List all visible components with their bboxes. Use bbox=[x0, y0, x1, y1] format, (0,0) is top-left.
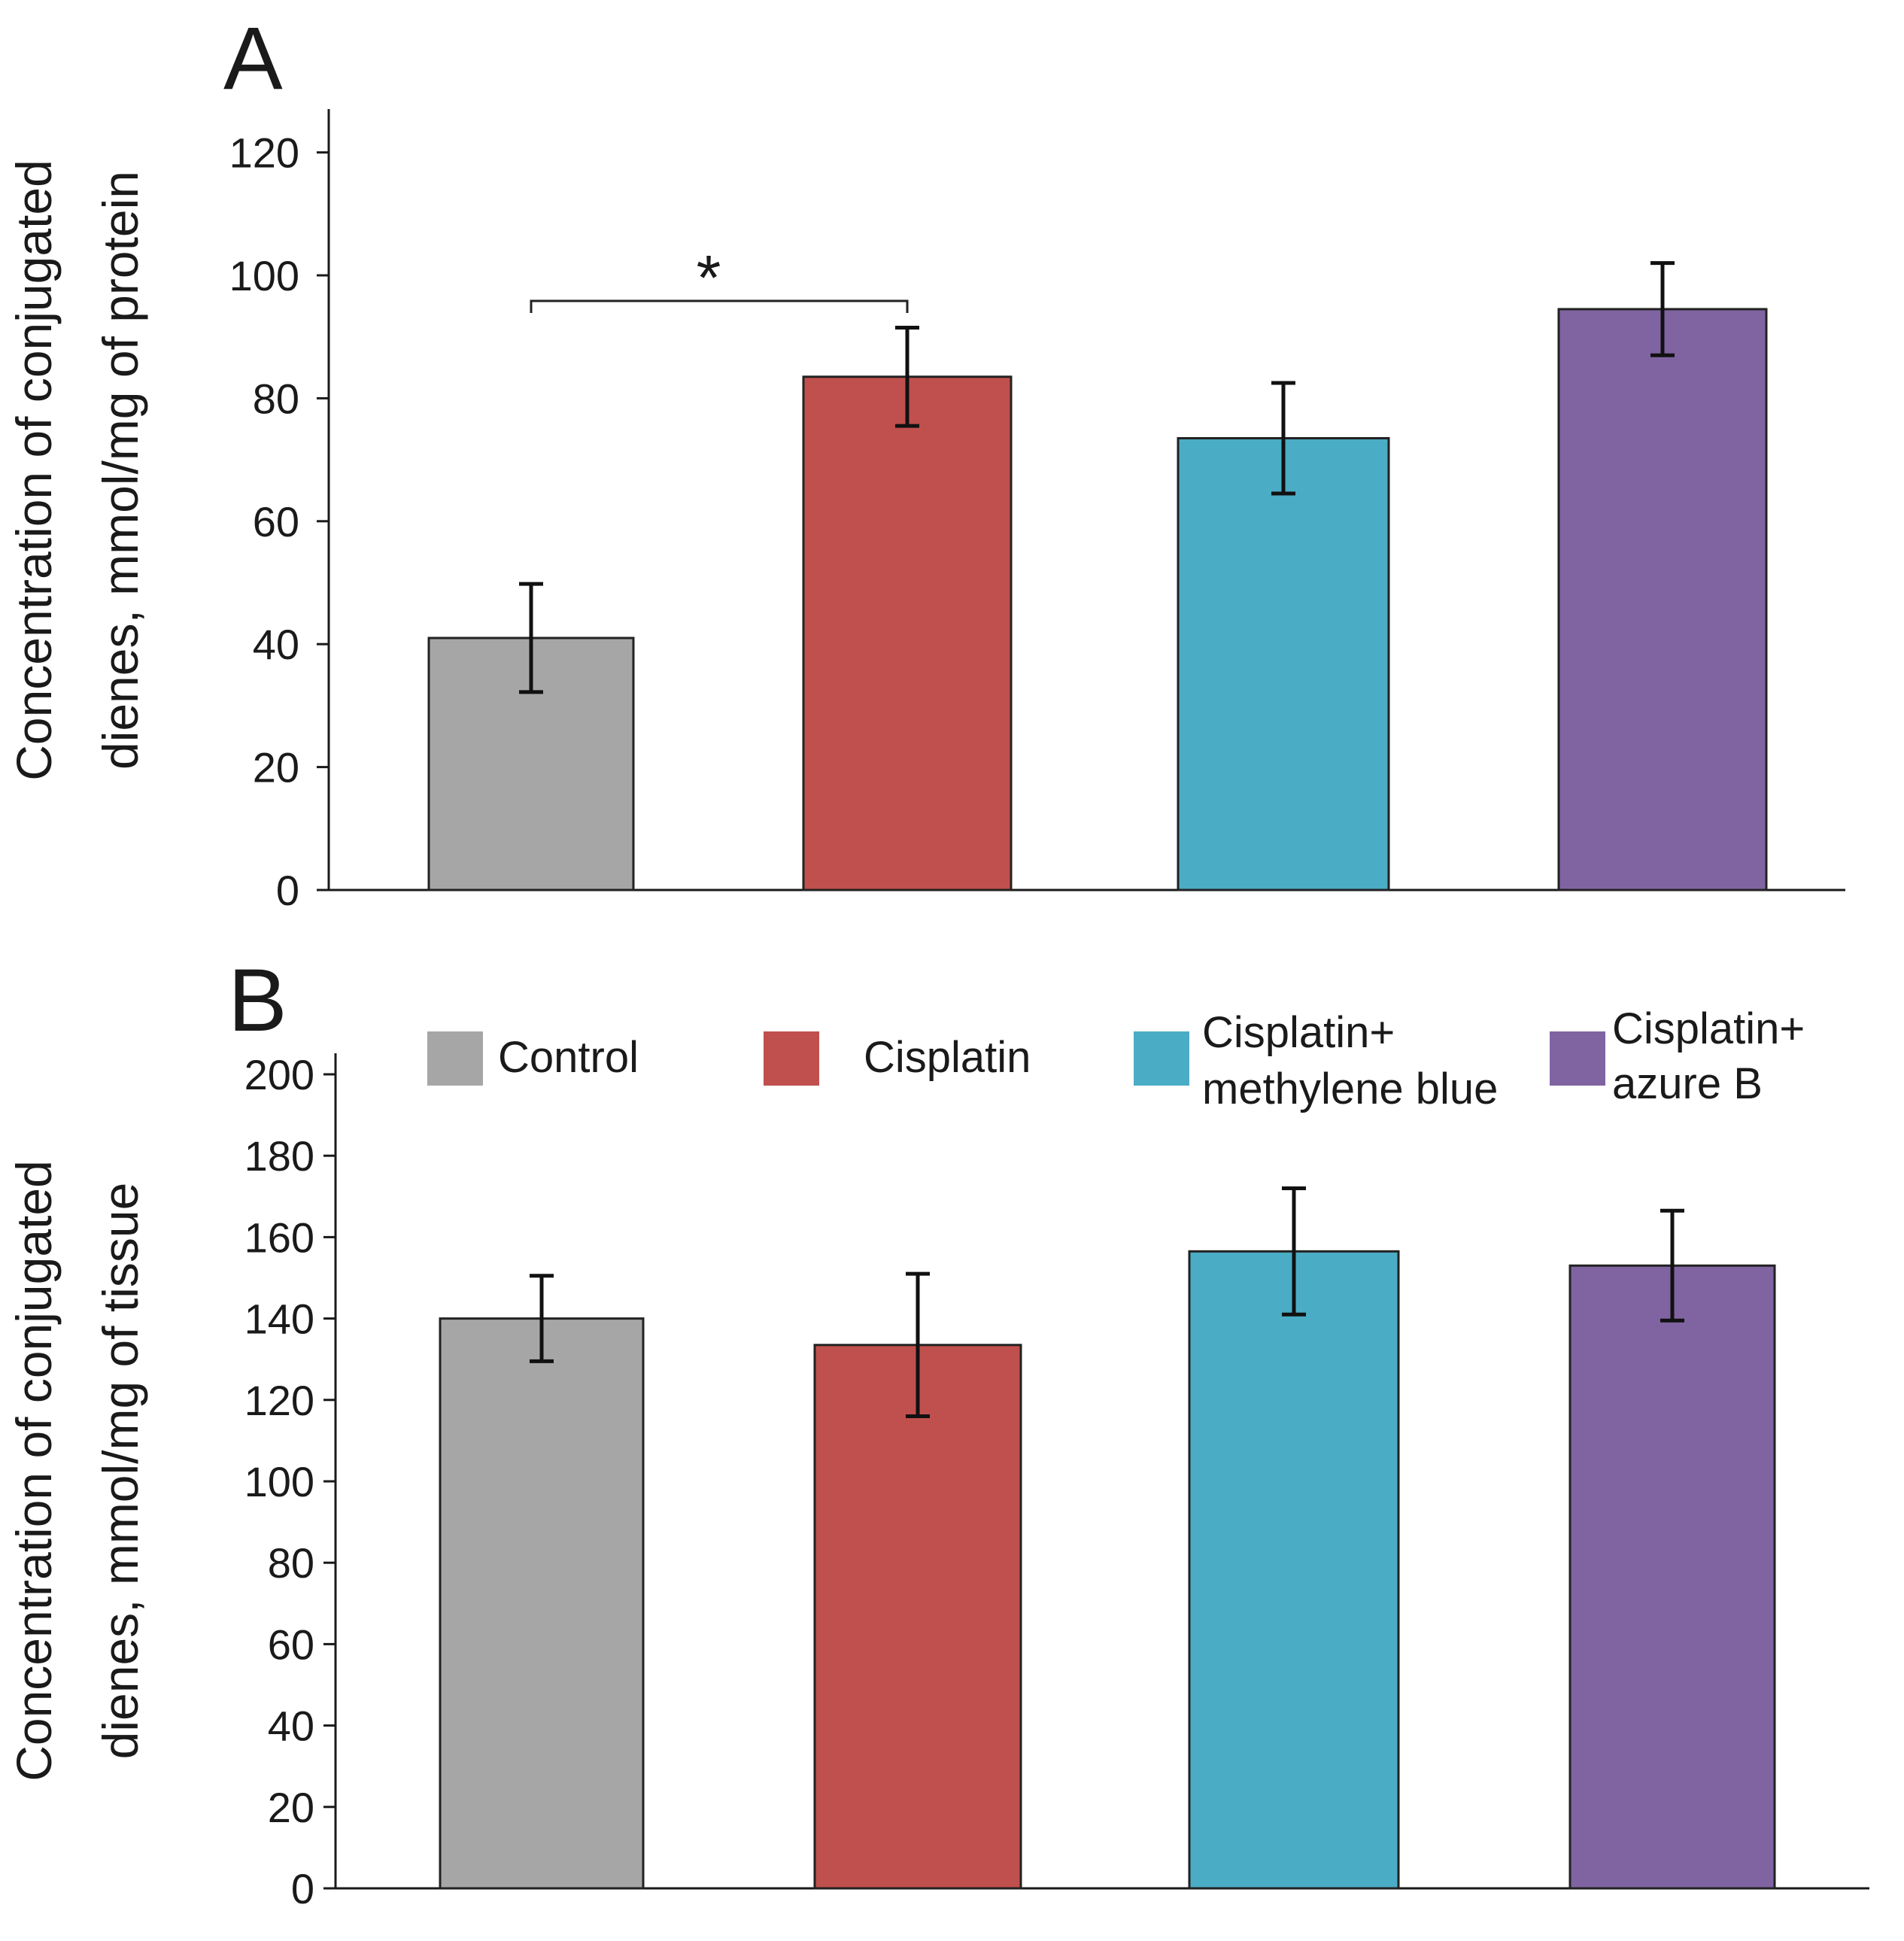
y-tick-label-b-40: 40 bbox=[268, 1703, 314, 1750]
y-tick-label-b-80: 80 bbox=[268, 1539, 314, 1587]
panel-letter-b: B bbox=[228, 951, 287, 1050]
panel-letter-a: A bbox=[223, 9, 283, 108]
significance-star-a: * bbox=[697, 242, 721, 313]
bar-b-1 bbox=[439, 1317, 645, 1890]
bar-a-4 bbox=[1557, 308, 1768, 892]
legend-swatch-4 bbox=[1550, 1031, 1605, 1086]
bar-b-3 bbox=[1188, 1250, 1400, 1890]
y-tick-label-a-40: 40 bbox=[253, 621, 299, 668]
y-tick-label-b-180: 180 bbox=[244, 1132, 314, 1180]
legend-label-4-line-2: azure B bbox=[1612, 1059, 1763, 1108]
y-axis-title-a-line-1: Concentration of conjugated bbox=[6, 159, 62, 781]
significance-bracket-a bbox=[530, 299, 909, 313]
legend-label-2-line-1: Cisplatin bbox=[864, 1033, 1031, 1082]
y-tick-label-b-60: 60 bbox=[268, 1621, 314, 1668]
y-tick-label-b-100: 100 bbox=[244, 1458, 314, 1505]
y-tick-label-a-60: 60 bbox=[253, 498, 299, 545]
y-tick-label-b-160: 160 bbox=[244, 1214, 314, 1261]
legend-label-4-line-1: Cisplatin+ bbox=[1612, 1004, 1805, 1053]
y-tick-label-a-120: 120 bbox=[229, 129, 299, 177]
y-tick-label-a-80: 80 bbox=[253, 375, 299, 422]
bar-b-2 bbox=[813, 1344, 1022, 1890]
y-tick-label-b-0: 0 bbox=[291, 1865, 314, 1912]
y-tick-label-b-200: 200 bbox=[244, 1051, 314, 1098]
y-tick-label-a-20: 20 bbox=[253, 744, 299, 791]
bar-a-2 bbox=[802, 375, 1013, 892]
y-axis-title-b-line-1: Concentration of conjugated bbox=[6, 1160, 62, 1782]
legend-swatch-2 bbox=[764, 1031, 819, 1086]
legend-label-3-line-1: Cisplatin+ bbox=[1202, 1008, 1395, 1057]
bar-a-3 bbox=[1177, 437, 1390, 892]
y-axis-title-b-line-2: dienes, mmol/mg of tissue bbox=[93, 1183, 148, 1760]
y-tick-label-a-100: 100 bbox=[229, 252, 299, 299]
y-tick-label-b-140: 140 bbox=[244, 1296, 314, 1343]
y-tick-label-a-0: 0 bbox=[276, 867, 299, 914]
y-axis-title-a-line-2: dienes, mmol/mg of protein bbox=[93, 171, 148, 770]
legend-label-1-line-1: Control bbox=[498, 1033, 639, 1082]
y-tick-label-b-20: 20 bbox=[268, 1784, 314, 1831]
y-tick-label-b-120: 120 bbox=[244, 1377, 314, 1424]
legend-swatch-1 bbox=[427, 1031, 483, 1086]
legend-label-3-line-2: methylene blue bbox=[1202, 1065, 1498, 1113]
legend-swatch-3 bbox=[1134, 1031, 1189, 1086]
bar-b-4 bbox=[1568, 1264, 1776, 1890]
